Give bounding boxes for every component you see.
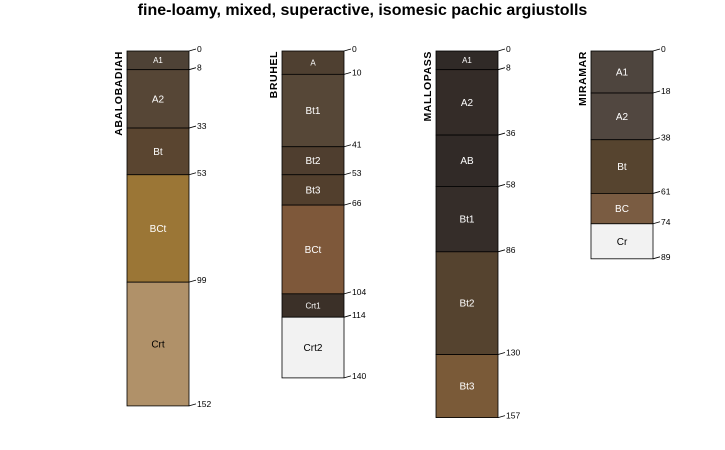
depth-tick-mallopass-58	[497, 184, 506, 187]
depth-tick-bruhel-0	[343, 48, 352, 52]
depth-label-bruhel-41: 41	[352, 140, 362, 150]
horizon-label-mallopass-a1: A1	[462, 56, 472, 65]
depth-tick-bruhel-41	[343, 144, 352, 148]
depth-label-bruhel-114: 114	[352, 310, 366, 320]
depth-label-bruhel-0: 0	[352, 44, 357, 54]
horizon-mallopass-bt1	[435, 186, 499, 253]
depth-label-abalobadiah-53: 53	[197, 168, 207, 178]
horizon-miramar-a2	[590, 92, 654, 141]
horizon-label-mallopass-ab: AB	[460, 156, 474, 167]
profile-name-mallopass: MALLOPASS	[422, 51, 434, 122]
horizon-abalobadiah-crt	[126, 281, 190, 407]
depth-tick-abalobadiah-0	[188, 48, 197, 52]
depth-label-miramar-18: 18	[661, 86, 671, 96]
depth-tick-miramar-38	[652, 137, 661, 141]
horizon-label-bruhel-crt1: Crt1	[305, 301, 321, 310]
depth-label-abalobadiah-8: 8	[197, 63, 202, 73]
depth-label-miramar-0: 0	[661, 44, 666, 54]
profile-name-bruhel: BRUHEL	[268, 51, 280, 98]
depth-tick-miramar-18	[652, 90, 661, 94]
horizon-label-bruhel-bct: BCt	[305, 245, 322, 256]
horizon-label-bruhel-bt1: Bt1	[305, 106, 320, 117]
depth-label-mallopass-157: 157	[506, 411, 520, 421]
depth-label-miramar-89: 89	[661, 252, 671, 262]
depth-tick-bruhel-53	[343, 172, 352, 176]
depth-tick-mallopass-130	[497, 352, 506, 355]
horizon-label-miramar-a2: A2	[616, 112, 629, 123]
horizon-label-abalobadiah-crt: Crt	[151, 340, 165, 351]
horizon-label-bruhel-a: A	[310, 58, 316, 67]
depth-label-bruhel-10: 10	[352, 67, 362, 77]
depth-tick-miramar-0	[652, 48, 661, 52]
horizon-abalobadiah-a2	[126, 69, 190, 129]
depth-tick-miramar-89	[652, 256, 661, 260]
horizon-label-miramar-bt: Bt	[617, 162, 627, 173]
depth-label-miramar-38: 38	[661, 133, 671, 143]
depth-tick-abalobadiah-53	[188, 172, 197, 176]
depth-tick-abalobadiah-99	[188, 279, 197, 283]
depth-tick-bruhel-10	[343, 71, 352, 75]
horizon-label-abalobadiah-bt: Bt	[153, 147, 163, 158]
horizon-label-bruhel-bt2: Bt2	[305, 156, 320, 167]
horizon-miramar-bt	[590, 139, 654, 194]
horizon-label-mallopass-a2: A2	[461, 98, 474, 109]
horizon-bruhel-bct	[281, 204, 345, 295]
depth-label-abalobadiah-0: 0	[197, 44, 202, 54]
profile-name-miramar: MIRAMAR	[577, 51, 589, 106]
horizon-label-bruhel-crt2: Crt2	[304, 343, 323, 354]
profile-name-abalobadiah: ABALOBADIAH	[113, 51, 125, 136]
depth-label-miramar-74: 74	[661, 217, 671, 227]
horizon-miramar-cr	[590, 223, 654, 260]
depth-label-mallopass-36: 36	[506, 128, 516, 138]
depth-label-bruhel-104: 104	[352, 287, 366, 297]
depth-label-bruhel-140: 140	[352, 371, 366, 381]
horizon-label-abalobadiah-a2: A2	[152, 94, 165, 105]
depth-tick-bruhel-140	[343, 375, 352, 379]
horizon-label-abalobadiah-bct: BCt	[150, 224, 167, 235]
horizon-mallopass-bt2	[435, 251, 499, 355]
horizon-bruhel-bt1	[281, 73, 345, 148]
horizon-miramar-a1	[590, 50, 654, 94]
horizon-label-abalobadiah-a1: A1	[153, 56, 163, 65]
horizon-mallopass-ab	[435, 134, 499, 187]
depth-tick-mallopass-0	[497, 48, 506, 52]
horizon-mallopass-bt3	[435, 354, 499, 418]
depth-label-bruhel-66: 66	[352, 198, 362, 208]
horizon-label-bruhel-bt3: Bt3	[305, 185, 320, 196]
depth-tick-mallopass-86	[497, 249, 506, 253]
depth-tick-bruhel-66	[343, 202, 352, 206]
depth-tick-mallopass-36	[497, 132, 506, 136]
horizon-abalobadiah-bt	[126, 127, 190, 176]
horizon-bruhel-crt2	[281, 316, 345, 379]
depth-tick-abalobadiah-152	[188, 403, 197, 407]
horizon-label-mallopass-bt2: Bt2	[459, 299, 474, 310]
horizon-label-miramar-a1: A1	[616, 68, 629, 79]
horizon-label-miramar-bc: BC	[615, 204, 629, 215]
depth-label-miramar-61: 61	[661, 186, 671, 196]
depth-tick-miramar-74	[652, 221, 661, 225]
depth-label-mallopass-86: 86	[506, 245, 516, 255]
depth-tick-abalobadiah-33	[188, 125, 197, 129]
horizon-miramar-bc	[590, 193, 654, 225]
horizon-mallopass-a2	[435, 69, 499, 136]
depth-label-abalobadiah-99: 99	[197, 275, 207, 285]
horizon-label-miramar-cr: Cr	[617, 237, 628, 248]
chart-title: fine-loamy, mixed, superactive, isomesic…	[137, 2, 588, 19]
depth-label-abalobadiah-33: 33	[197, 121, 207, 131]
depth-tick-bruhel-114	[343, 314, 352, 318]
depth-label-mallopass-0: 0	[506, 44, 511, 54]
depth-label-bruhel-53: 53	[352, 168, 362, 178]
horizon-label-mallopass-bt1: Bt1	[459, 215, 474, 226]
depth-label-mallopass-8: 8	[506, 63, 511, 73]
depth-label-mallopass-130: 130	[506, 348, 520, 358]
depth-label-mallopass-58: 58	[506, 179, 516, 189]
depth-label-abalobadiah-152: 152	[197, 399, 211, 409]
depth-tick-bruhel-104	[343, 291, 352, 295]
depth-tick-mallopass-8	[497, 67, 506, 71]
horizon-label-mallopass-bt3: Bt3	[459, 382, 474, 393]
depth-tick-miramar-61	[652, 191, 661, 194]
depth-tick-mallopass-157	[497, 415, 506, 418]
depth-tick-abalobadiah-8	[188, 67, 197, 71]
